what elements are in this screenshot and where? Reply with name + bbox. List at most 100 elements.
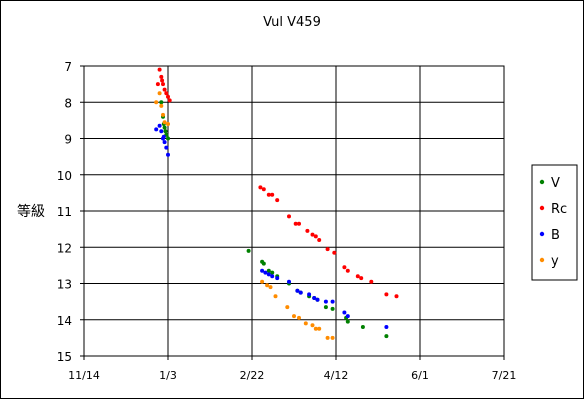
data-point [297,315,301,320]
data-point [159,129,164,134]
data-point [325,335,330,340]
y-tick-label: 8 [64,96,72,110]
data-point [384,334,389,339]
data-point [312,296,317,300]
data-point [310,323,315,328]
series-y [154,91,335,340]
data-point [163,129,168,134]
data-point [297,221,301,226]
data-point [154,127,159,132]
data-point [164,145,169,150]
data-point [292,314,296,319]
y-tick-label: 9 [64,133,72,147]
data-point [159,100,164,105]
data-point [162,140,167,145]
data-point [345,314,350,319]
data-point [384,292,389,297]
data-point [287,279,291,284]
x-tick-label: 7/21 [492,369,517,382]
data-point [310,232,315,237]
data-point [261,261,266,266]
data-point [295,288,300,293]
legend-label: y [551,254,559,269]
x-tick-label: 2/22 [240,369,265,382]
y-tick-label: 10 [57,169,72,183]
data-point [263,270,268,275]
y-tick-label: 14 [57,314,72,328]
legend-marker [539,231,545,237]
x-tick-label: 1/3 [159,369,177,382]
data-point [342,265,347,270]
data-point [394,294,399,299]
chart-title: Vul V459 [263,15,321,30]
data-point [345,319,350,324]
data-point [160,78,165,83]
data-point [164,91,169,96]
x-tick-label: 4/12 [324,369,349,382]
data-point [260,279,265,284]
legend-marker [539,205,545,211]
data-point [162,125,167,130]
data-point [166,136,170,141]
data-point [323,299,328,304]
data-point [317,238,322,242]
data-point [265,283,270,288]
data-point [166,152,170,157]
data-point [162,87,167,92]
data-point [359,276,364,281]
data-point [323,305,328,310]
data-point [313,234,318,239]
data-point [307,292,312,297]
data-point [260,268,265,273]
legend-marker [539,179,545,185]
data-point [266,268,271,273]
data-point [159,103,164,108]
legend-label: Rc [551,202,567,217]
data-point [162,120,167,125]
plot-frame [83,65,505,357]
legend-marker [539,257,545,263]
data-point [270,192,275,197]
data-point [167,98,172,103]
data-point [285,305,290,310]
data-point [166,94,170,99]
data-point [161,82,165,87]
data-point [246,248,251,253]
data-point [369,279,374,284]
data-point [161,134,166,139]
data-point [273,294,278,299]
data-point [157,91,162,96]
data-point [275,198,280,203]
x-tick-label: 11/14 [68,369,100,382]
legend-label: V [551,176,560,191]
series-Rc [155,67,399,299]
data-point [330,299,335,304]
legend-label: B [551,228,560,243]
data-point [157,123,162,128]
series-B [154,123,389,329]
data-point [384,325,389,329]
data-point [330,306,335,311]
data-point [298,290,303,295]
data-point [266,192,271,197]
data-point [355,274,360,279]
y-tick-label: 7 [64,60,72,74]
data-point [268,285,273,290]
data-point [360,325,365,329]
y-tick-label: 12 [57,241,72,255]
data-point [154,100,159,105]
data-point [266,272,271,277]
x-tick-label: 6/1 [411,369,429,382]
data-point [270,274,275,279]
data-point [157,67,162,72]
y-tick-label: 15 [57,350,72,364]
y-tick-label: 13 [57,278,72,292]
data-point [315,297,320,302]
y-axis-label: 等級 [17,203,45,220]
data-point [159,74,164,79]
data-point [161,112,165,117]
legend: V Rc By [531,164,578,281]
legend-box [531,164,578,281]
